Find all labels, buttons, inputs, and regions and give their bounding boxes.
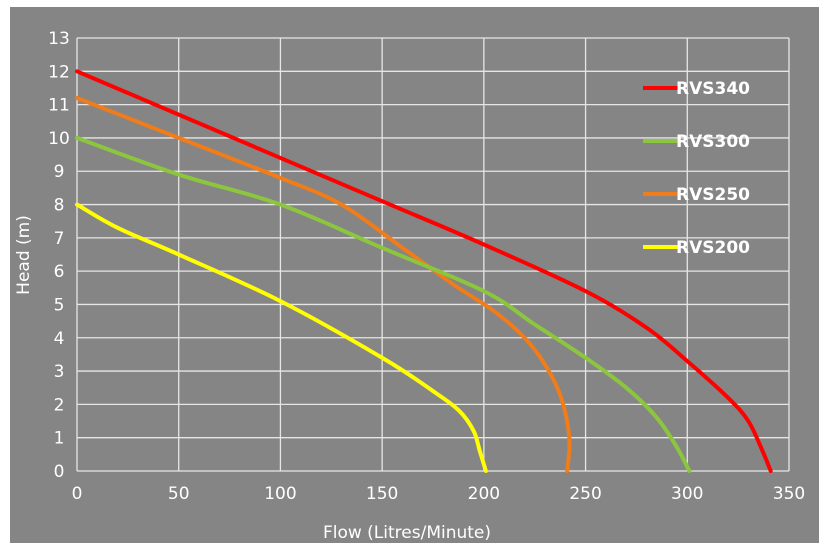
y-tick-label: 12 (48, 62, 70, 82)
series-line-rvs300 (75, 135, 692, 473)
series-line-rvs340 (75, 69, 773, 473)
x-tick-label: 250 (569, 484, 601, 504)
head-flow-chart: 0 50 100 150 200 250 300 350 0 1 2 3 4 5 6 7 8 9 10 11 12 13 … (10, 7, 819, 543)
x-tick-label: 200 (468, 484, 500, 504)
y-tick-label: 2 (54, 395, 65, 415)
series-layer (75, 69, 773, 473)
y-tick-label: 4 (54, 329, 65, 349)
y-tick-label: 11 (48, 96, 70, 116)
x-tick-label: 150 (366, 484, 398, 504)
legend-label-rvs340: RVS340 (676, 79, 750, 99)
x-tick-label: 350 (773, 484, 805, 504)
y-tick-label: 13 (48, 29, 70, 49)
y-tick-label: 7 (54, 229, 65, 249)
x-axis-label: Flow (Litres/Minute) (323, 523, 491, 543)
x-tick-label: 50 (168, 484, 190, 504)
series-line-rvs250 (75, 95, 572, 473)
y-tick-label: 0 (54, 462, 65, 482)
y-tick-label: 8 (54, 196, 65, 216)
y-tick-label: 6 (54, 262, 65, 282)
chart-background (10, 7, 819, 543)
y-tick-label: 10 (48, 129, 70, 149)
y-tick-label: 1 (54, 429, 65, 449)
y-tick-label: 3 (54, 362, 65, 382)
chart-svg: 0 50 100 150 200 250 300 350012345678910111213 … (10, 7, 819, 543)
y-axis-label: Head (m) (14, 215, 34, 295)
x-tick-label: 0 (72, 484, 83, 504)
legend-label-rvs200: RVS200 (676, 238, 750, 258)
x-tick-label: 100 (264, 484, 296, 504)
legend-label-rvs250: RVS250 (676, 185, 750, 205)
legend-label-rvs300: RVS300 (676, 132, 750, 152)
series-line-rvs200 (75, 202, 488, 473)
x-tick-label: 300 (671, 484, 703, 504)
legend-layer: RVS340 RVS300 RVS250 RVS200 (643, 79, 750, 258)
y-tick-label: 9 (54, 162, 65, 182)
y-tick-label: 5 (54, 295, 65, 315)
